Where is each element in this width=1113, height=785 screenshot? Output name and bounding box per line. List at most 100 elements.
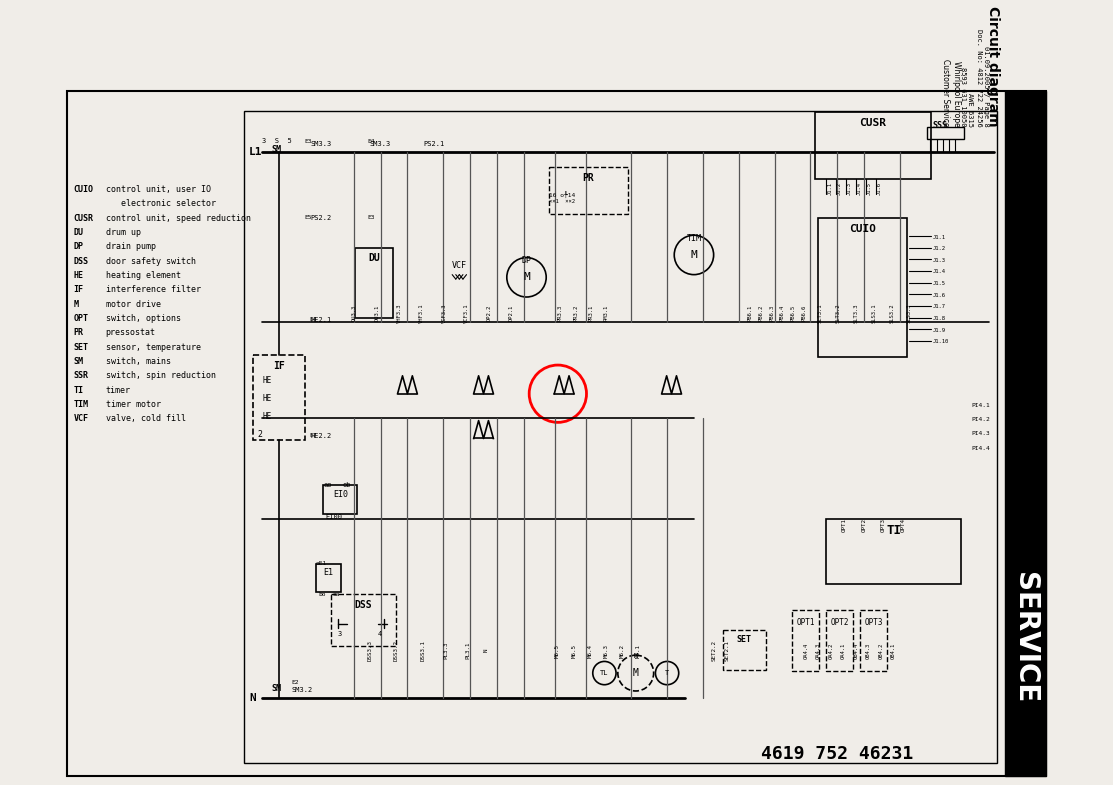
Text: N: N xyxy=(249,693,256,703)
Text: CUIO: CUIO xyxy=(849,224,876,234)
Text: J1.3: J1.3 xyxy=(847,182,853,195)
Text: J1.5: J1.5 xyxy=(933,281,946,286)
Text: PB6.2: PB6.2 xyxy=(758,305,764,321)
Text: HE2.1: HE2.1 xyxy=(311,316,332,323)
Text: PL3.1: PL3.1 xyxy=(465,642,471,659)
Text: VCF3.3: VCF3.3 xyxy=(442,303,446,323)
Bar xyxy=(245,111,996,762)
Text: 16 o╄14: 16 o╄14 xyxy=(549,192,575,199)
Text: M6.5: M6.5 xyxy=(571,644,577,658)
Text: OPT3: OPT3 xyxy=(865,618,883,626)
Text: DU: DU xyxy=(73,228,83,237)
Text: J1.8: J1.8 xyxy=(933,316,946,321)
Text: HE: HE xyxy=(73,271,83,280)
Text: DP2.2: DP2.2 xyxy=(486,305,491,321)
Text: PR: PR xyxy=(582,173,594,183)
Text: OPT2: OPT2 xyxy=(861,518,866,532)
Text: ⨯⨯1  ⨯⨯2: ⨯⨯1 ⨯⨯2 xyxy=(549,199,575,203)
Text: door safety switch: door safety switch xyxy=(106,257,196,266)
Text: DP2.1: DP2.1 xyxy=(509,305,513,321)
Text: SET2.1: SET2.1 xyxy=(725,641,729,661)
Text: PB6.5: PB6.5 xyxy=(790,305,796,321)
Text: PB6.6: PB6.6 xyxy=(801,305,807,321)
Text: DSS3.3: DSS3.3 xyxy=(367,641,372,661)
Text: M6.3: M6.3 xyxy=(603,644,609,658)
Text: J1.4: J1.4 xyxy=(933,269,946,275)
Text: HE: HE xyxy=(263,394,272,403)
Bar xyxy=(860,611,887,671)
Text: OA4.2: OA4.2 xyxy=(828,643,834,659)
Bar xyxy=(323,485,357,513)
Text: M: M xyxy=(73,300,78,309)
Text: OA4.4: OA4.4 xyxy=(804,643,808,659)
Text: M: M xyxy=(633,668,639,678)
Text: control unit, user IO: control unit, user IO xyxy=(106,185,210,194)
Text: E4: E4 xyxy=(309,316,316,322)
Text: PB6.1: PB6.1 xyxy=(748,305,752,321)
Text: M: M xyxy=(690,250,698,260)
Text: oE1: oE1 xyxy=(316,561,327,566)
Text: E4: E4 xyxy=(367,140,375,144)
Text: IF: IF xyxy=(274,360,285,371)
Text: PR3.2: PR3.2 xyxy=(573,305,578,321)
Text: interference filter: interference filter xyxy=(106,286,200,294)
Text: SERVICE: SERVICE xyxy=(1012,571,1040,703)
Text: HE2.2: HE2.2 xyxy=(311,433,332,439)
Text: SLS3.3: SLS3.3 xyxy=(907,303,912,323)
Text: J1.10: J1.10 xyxy=(933,339,949,345)
Text: VCF3.1: VCF3.1 xyxy=(464,303,469,323)
Text: OB4.3: OB4.3 xyxy=(866,643,870,659)
Text: J1.7: J1.7 xyxy=(933,305,946,309)
Text: OPT3: OPT3 xyxy=(881,518,886,532)
Text: OB4.2: OB4.2 xyxy=(878,643,884,659)
Bar xyxy=(815,111,932,179)
Bar xyxy=(818,218,907,357)
Bar xyxy=(827,611,854,671)
Text: SSS: SSS xyxy=(933,121,947,130)
Text: PS2.1: PS2.1 xyxy=(424,141,445,148)
Text: 2: 2 xyxy=(257,429,262,439)
Text: PI4.4: PI4.4 xyxy=(972,446,991,451)
Text: SLT3.1: SLT3.1 xyxy=(818,303,823,323)
Text: sensor, temperature: sensor, temperature xyxy=(106,343,200,352)
Text: HE: HE xyxy=(263,411,272,421)
Text: 3  S  5: 3 S 5 xyxy=(262,137,292,144)
Text: OPT2: OPT2 xyxy=(830,618,849,626)
Text: PR3.1: PR3.1 xyxy=(589,305,593,321)
Text: DP: DP xyxy=(522,256,532,265)
Text: DSS: DSS xyxy=(73,257,88,266)
Text: PB6.3: PB6.3 xyxy=(769,305,775,321)
Text: VCF: VCF xyxy=(452,261,466,270)
Text: TIM: TIM xyxy=(73,400,88,409)
Text: 4: 4 xyxy=(378,631,382,637)
Text: J1.6: J1.6 xyxy=(933,293,946,298)
Text: SM3.3: SM3.3 xyxy=(370,141,391,148)
Bar xyxy=(722,630,766,670)
Text: SLS3.2: SLS3.2 xyxy=(889,303,894,323)
Text: E2: E2 xyxy=(290,681,298,685)
Bar xyxy=(254,356,305,440)
Text: J1.6: J1.6 xyxy=(877,182,881,195)
Text: SLT3.2: SLT3.2 xyxy=(836,303,840,323)
Text: 01.09.2005 / Page 8
Doc. No: 4812 722 24256: 01.09.2005 / Page 8 Doc. No: 4812 722 24… xyxy=(976,29,989,127)
Text: SET: SET xyxy=(737,636,751,644)
Text: SLS3.1: SLS3.1 xyxy=(871,303,876,323)
Text: L1: L1 xyxy=(249,147,263,156)
Text: E1: E1 xyxy=(324,568,334,577)
Text: M6.4: M6.4 xyxy=(588,644,592,658)
Text: CUSR: CUSR xyxy=(73,214,93,223)
Text: CUSR: CUSR xyxy=(859,118,887,128)
Text: timer: timer xyxy=(106,385,130,395)
Text: N: N xyxy=(483,649,489,652)
Text: switch, spin reduction: switch, spin reduction xyxy=(106,371,216,381)
Text: OPT1: OPT1 xyxy=(797,618,815,626)
Text: SSR: SSR xyxy=(73,371,88,381)
Text: EI0: EI0 xyxy=(333,491,347,499)
Text: OA4.1: OA4.1 xyxy=(840,643,846,659)
Text: timer motor: timer motor xyxy=(106,400,160,409)
Text: drum up: drum up xyxy=(106,228,140,237)
Text: 3: 3 xyxy=(337,631,342,637)
Text: J1.3: J1.3 xyxy=(933,257,946,263)
Text: OPT: OPT xyxy=(73,314,88,323)
Text: HE: HE xyxy=(263,376,272,385)
